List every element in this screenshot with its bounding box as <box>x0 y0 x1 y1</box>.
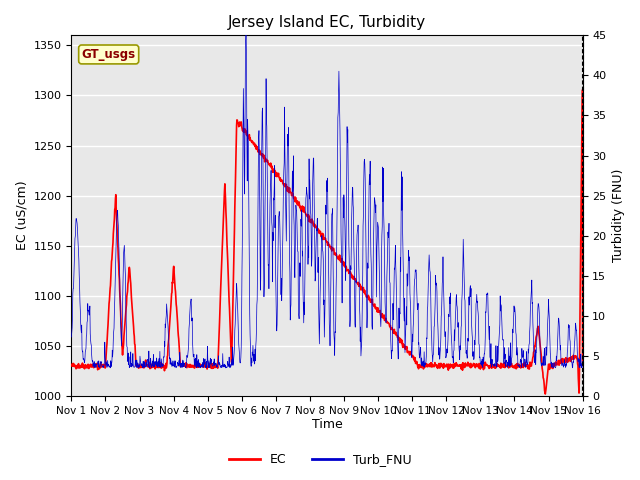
Y-axis label: EC (uS/cm): EC (uS/cm) <box>15 181 28 251</box>
Y-axis label: Turbidity (FNU): Turbidity (FNU) <box>612 169 625 262</box>
Title: Jersey Island EC, Turbidity: Jersey Island EC, Turbidity <box>228 15 426 30</box>
X-axis label: Time: Time <box>312 419 342 432</box>
Text: GT_usgs: GT_usgs <box>82 48 136 61</box>
Legend: EC, Turb_FNU: EC, Turb_FNU <box>223 448 417 471</box>
